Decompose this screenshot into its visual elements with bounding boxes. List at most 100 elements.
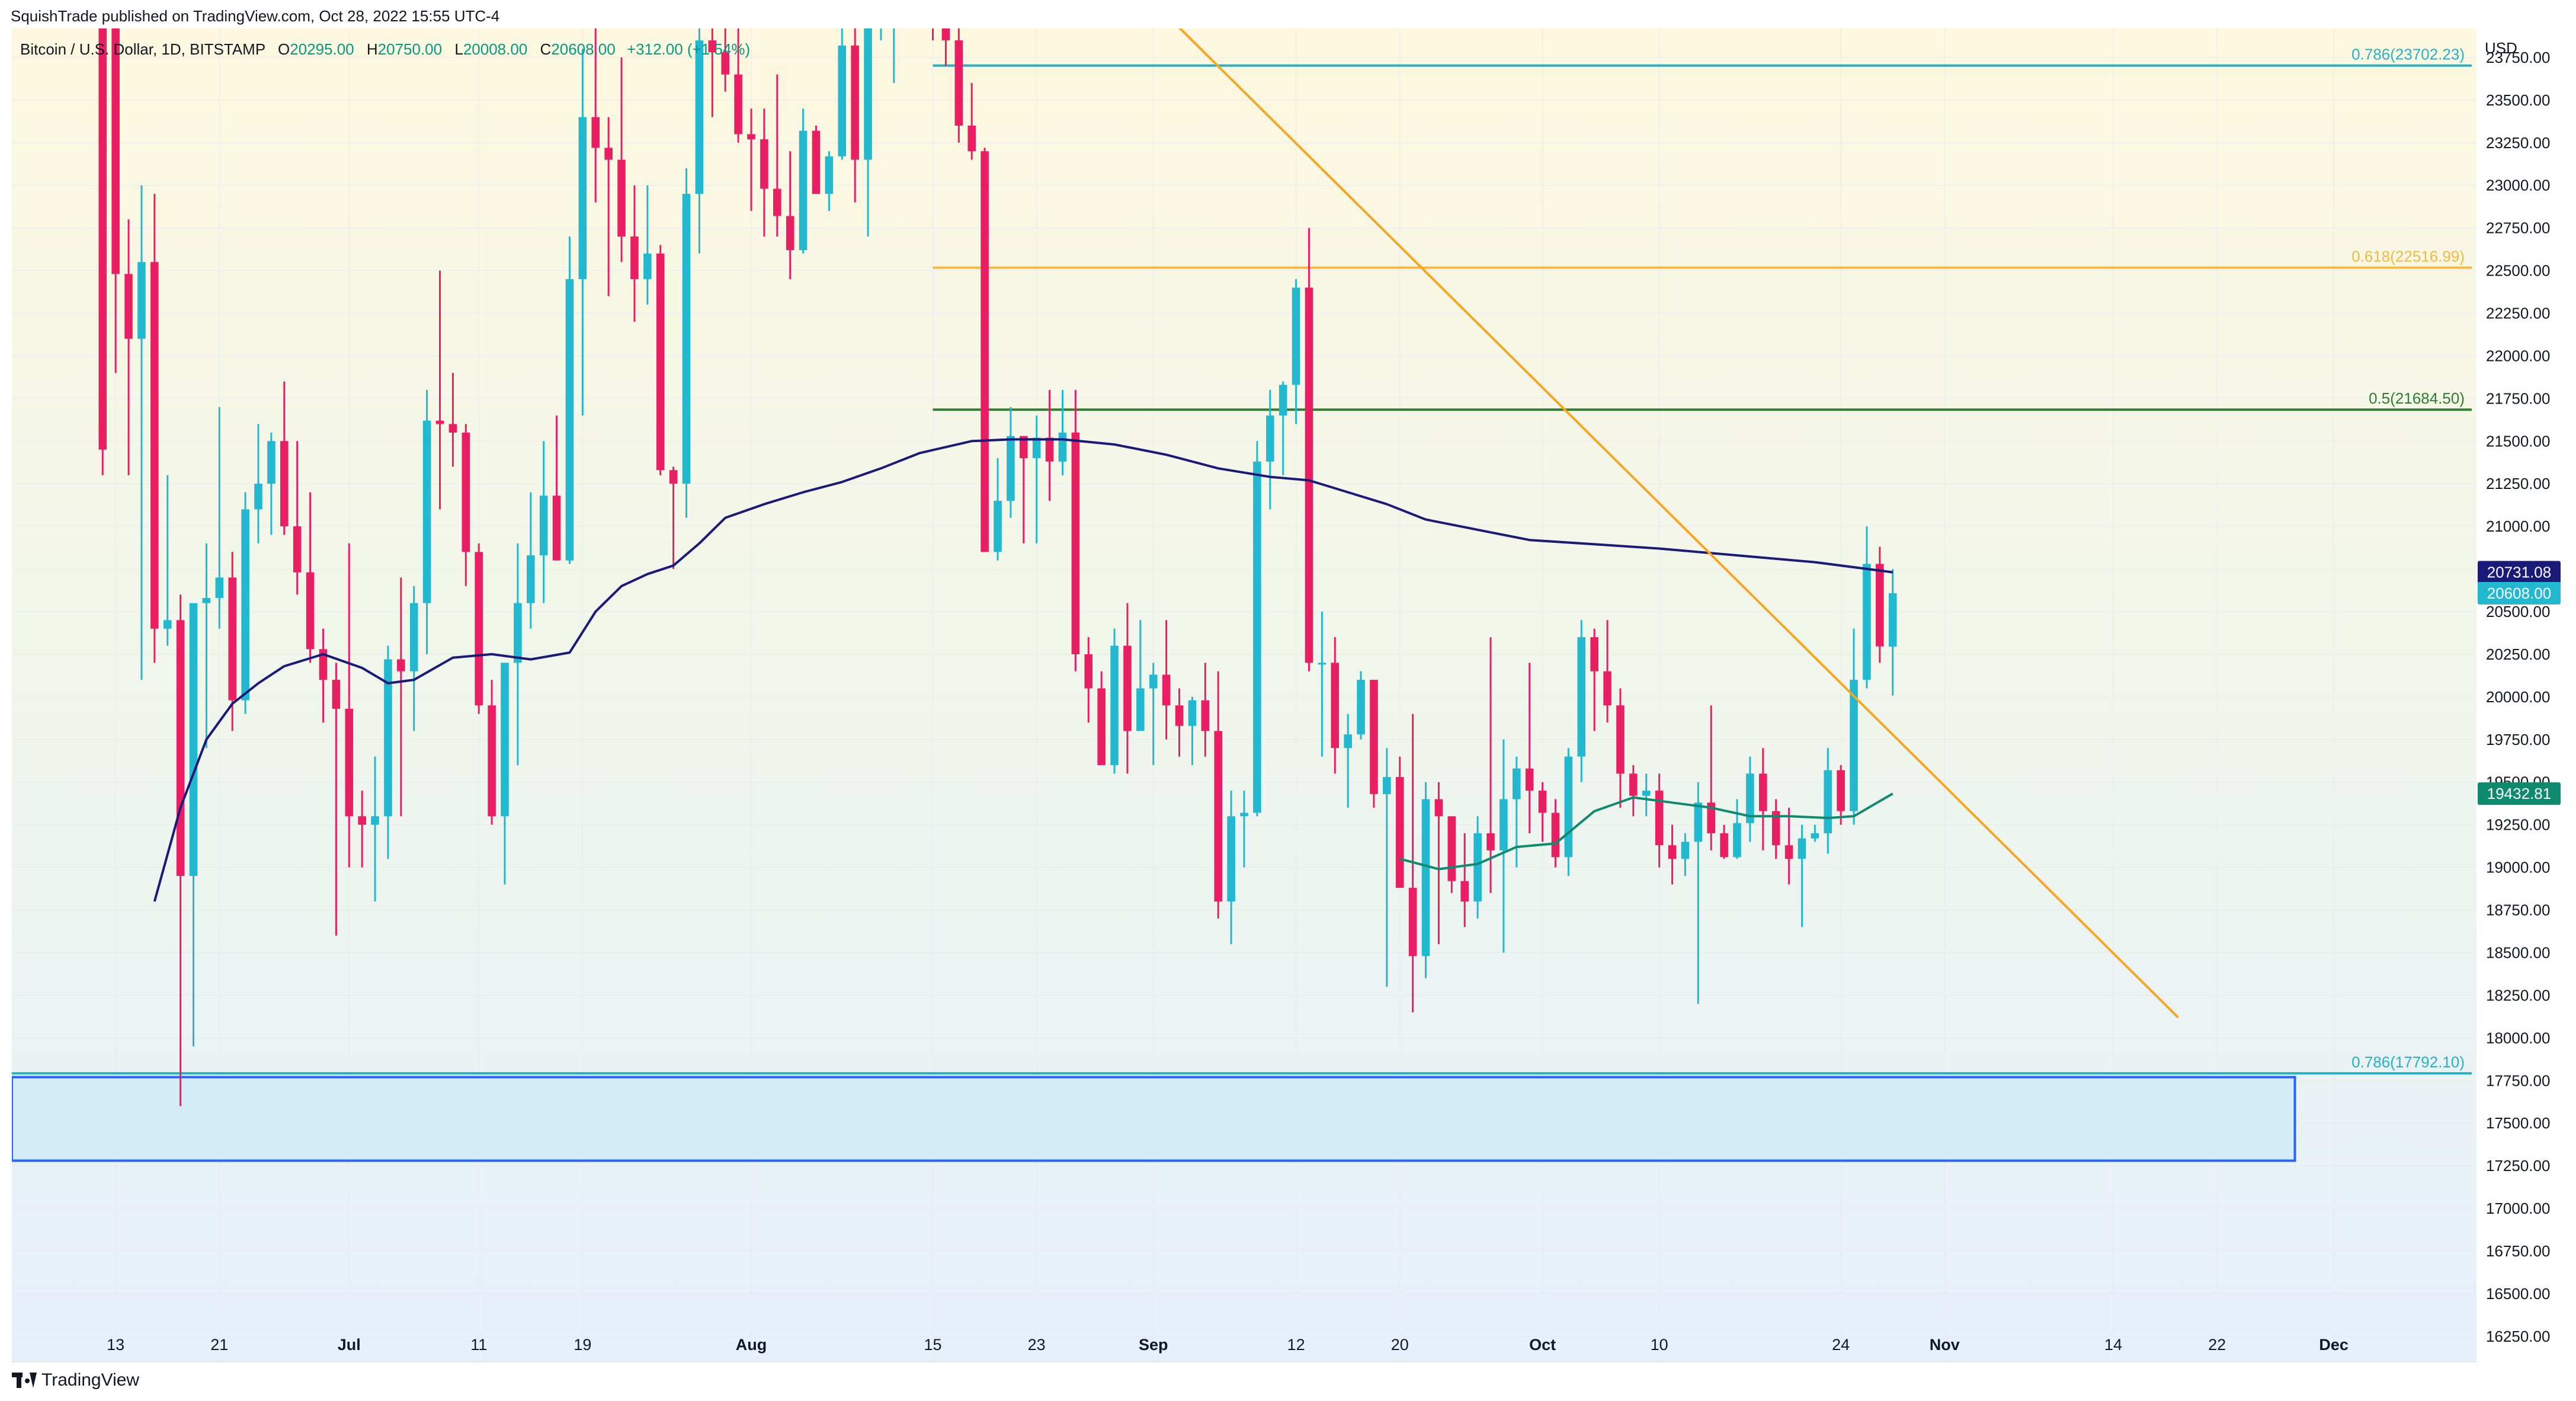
candle-body [552,495,561,561]
candle-body [1551,813,1560,858]
candle-body [1746,773,1754,823]
moving-averages-layer [153,438,1893,902]
price-tick-label: 19000.00 [2486,859,2550,877]
candle-body [1577,637,1586,757]
price-badge [2478,782,2561,805]
candle-body [189,603,198,876]
time-tick-label: 19 [573,1336,591,1354]
candle-body [345,709,354,817]
candle-body [1318,663,1327,665]
price-tick-label: 16500.00 [2486,1285,2550,1303]
candle-body [475,552,483,706]
candle-body [1007,436,1015,501]
candle-body [1707,802,1715,834]
descending-trendline [1178,28,2179,1019]
time-tick-label: 14 [2104,1336,2122,1354]
candle-body [124,274,133,339]
price-tick-label: 21500.00 [2486,432,2550,450]
trendline-layer [1178,28,2179,1019]
candle-body [1227,816,1235,902]
candle-body [1331,663,1340,749]
open-label: O [277,40,290,58]
candle-body [1460,881,1469,902]
candle-body [643,253,652,279]
candle-body [981,151,989,552]
price-axis-background [2476,24,2576,1363]
candle-body [1811,833,1819,839]
demand-zone-rect [12,1076,2296,1162]
price-tick-label: 22000.00 [2486,347,2550,364]
candle-body [994,500,1002,552]
candle-body [1084,654,1093,689]
time-tick-label: 20 [1391,1336,1409,1354]
price-badge-label: 20608.00 [2487,584,2551,602]
price-tick-label: 21250.00 [2486,475,2550,492]
candle-body [1020,436,1028,459]
fib-level-label: 0.786(17792.10) [2351,1053,2465,1071]
candle-body [332,680,341,709]
candle-body [1642,791,1651,796]
candle-body [488,705,496,817]
fib-levels-layer: 0.786(23702.23) 0.618(22516.99) 0.5(21684.… [12,46,2472,1075]
candle-body [1798,838,1806,859]
time-axis-background [0,1362,2576,1401]
price-tick-label: 23750.00 [2486,49,2550,66]
candle-body [1266,415,1274,462]
candle-body [1564,756,1573,858]
candle-body [954,40,963,126]
candle-body [1655,791,1664,846]
candle-body [838,45,847,156]
tradingview-footer[interactable]: TradingView [12,1370,139,1390]
time-tick-label: Sep [1139,1336,1168,1354]
candle-body [1305,287,1313,663]
price-tick-label: 18000.00 [2486,1029,2550,1047]
candle-body [1370,680,1378,794]
candle-body [163,620,172,629]
candle-body [812,130,821,194]
open-value: 20295.00 [290,40,354,58]
price-tick-label: 22250.00 [2486,304,2550,322]
candle-body [1500,799,1508,850]
price-tick-label: 21000.00 [2486,517,2550,535]
time-tick-label: Dec [2319,1336,2348,1354]
candle-body [1292,287,1300,385]
candle-body [1214,731,1222,902]
candle-body [656,253,665,471]
price-tick-label: 23000.00 [2486,177,2550,194]
candle-body [1058,432,1067,462]
candle-body [293,526,302,572]
candle-body [409,603,418,671]
time-axis[interactable]: 13 21 Jul 11 19 Aug 15 23 Sep 12 20 Oct 10 24 Nov 14 22 D… [0,1336,2576,1401]
candle-body [1123,645,1132,731]
tradingview-logo-icon [12,1373,37,1388]
candle-body [1771,811,1780,846]
price-badge [2478,561,2561,584]
price-tick-label: 20000.00 [2486,688,2550,706]
candle-body [1162,674,1171,706]
time-tick-label: 10 [1651,1336,1668,1354]
price-badge [2478,581,2561,604]
candle-body [539,495,548,556]
price-tick-label: 22750.00 [2486,219,2550,237]
candle-body [1447,816,1456,881]
fib-level-label: 0.5(21684.50) [2369,389,2465,407]
candle-body [358,816,366,825]
candle-body [1201,700,1210,731]
price-axis[interactable]: USD 16250.00 16500.00 16750.00 17000.00 17250… [2476,24,2576,1363]
candle-body [786,216,794,251]
candle-body [1513,768,1521,799]
high-label: H [366,40,378,58]
candle-body [747,134,755,140]
candle-body [319,649,328,680]
price-tick-label: 17000.00 [2486,1200,2550,1217]
currency-label: USD [2485,39,2517,57]
candle-body [1694,802,1703,842]
time-tick-label: 24 [1832,1336,1850,1354]
candle-body [604,148,613,160]
ma-short-line [1399,792,1893,871]
candle-body [721,52,729,75]
price-tick-label: 19750.00 [2486,731,2550,749]
time-tick-label: Nov [1930,1336,1960,1354]
time-tick-label: Oct [1529,1336,1556,1354]
